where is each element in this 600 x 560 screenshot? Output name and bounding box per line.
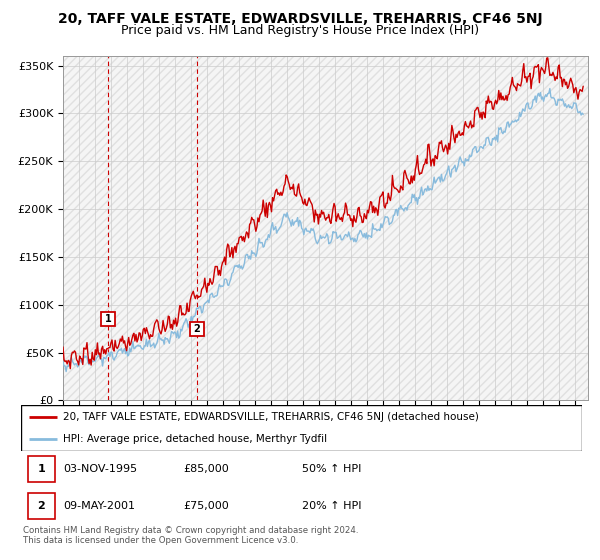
Text: HPI: Average price, detached house, Merthyr Tydfil: HPI: Average price, detached house, Mert… xyxy=(63,435,327,444)
Text: 20, TAFF VALE ESTATE, EDWARDSVILLE, TREHARRIS, CF46 5NJ (detached house): 20, TAFF VALE ESTATE, EDWARDSVILLE, TREH… xyxy=(63,412,479,422)
FancyBboxPatch shape xyxy=(21,405,582,451)
Text: £75,000: £75,000 xyxy=(184,501,229,511)
Text: 2: 2 xyxy=(37,501,45,511)
Text: 09-MAY-2001: 09-MAY-2001 xyxy=(63,501,135,511)
Text: 1: 1 xyxy=(37,464,45,474)
Text: 50% ↑ HPI: 50% ↑ HPI xyxy=(302,464,361,474)
Text: 03-NOV-1995: 03-NOV-1995 xyxy=(63,464,137,474)
Text: Price paid vs. HM Land Registry's House Price Index (HPI): Price paid vs. HM Land Registry's House … xyxy=(121,24,479,37)
Text: This data is licensed under the Open Government Licence v3.0.: This data is licensed under the Open Gov… xyxy=(23,536,298,545)
Text: 1: 1 xyxy=(105,314,112,324)
FancyBboxPatch shape xyxy=(28,456,55,482)
Text: 20% ↑ HPI: 20% ↑ HPI xyxy=(302,501,361,511)
Text: 20, TAFF VALE ESTATE, EDWARDSVILLE, TREHARRIS, CF46 5NJ: 20, TAFF VALE ESTATE, EDWARDSVILLE, TREH… xyxy=(58,12,542,26)
Text: £85,000: £85,000 xyxy=(184,464,229,474)
Text: 2: 2 xyxy=(193,324,200,334)
Text: Contains HM Land Registry data © Crown copyright and database right 2024.: Contains HM Land Registry data © Crown c… xyxy=(23,526,358,535)
FancyBboxPatch shape xyxy=(28,493,55,520)
